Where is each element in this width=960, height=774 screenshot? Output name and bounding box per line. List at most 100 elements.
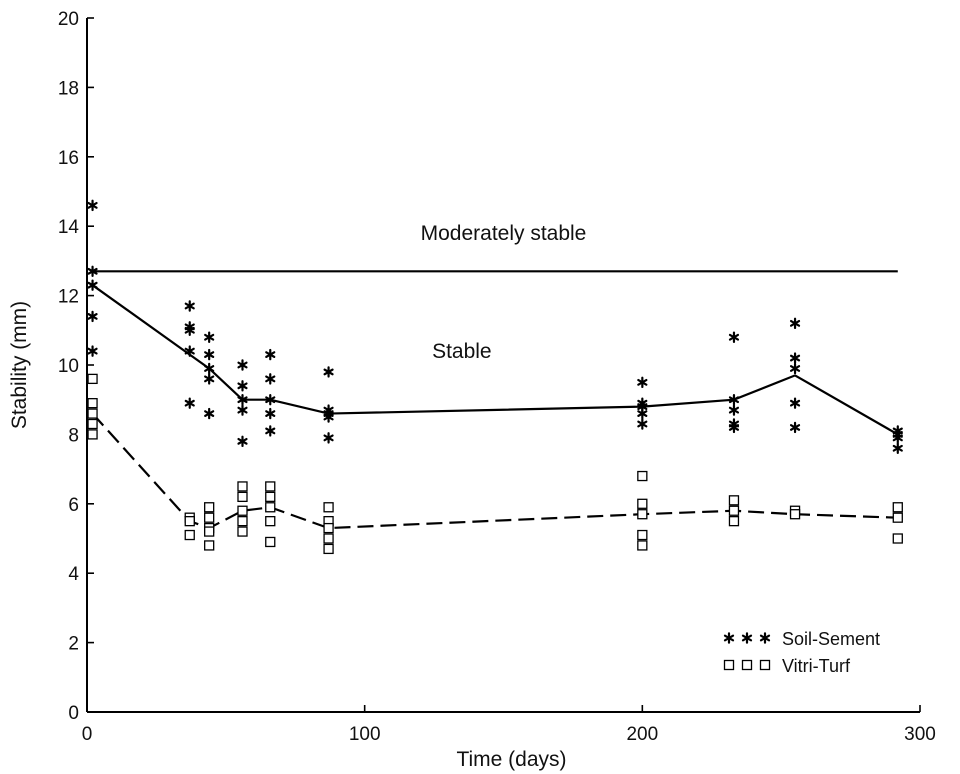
vitri-turf-point [265,481,276,492]
x-ticks: 0 100 200 300 [82,705,936,745]
soil-sement-point [87,265,98,278]
soil-sement-point [323,432,334,444]
vitri-turf-point [892,502,903,513]
soil-sement-point [265,407,276,420]
soil-sement-point [237,380,248,392]
legend-square-marker [759,659,771,671]
soil-sement-point [87,345,98,357]
vitri-turf-point [87,398,98,409]
soil-sement-point [728,421,740,434]
vitri-turf-point [237,526,248,537]
x-tick-label: 100 [349,724,381,745]
soil-sement-point [184,324,195,336]
soil-sement-point [204,407,215,420]
soil-sement-point [637,418,648,430]
soil-sement-point [265,373,276,385]
moderately-stable-annotation: Moderately stable [421,222,587,245]
vitri-turf-point [87,418,98,430]
soil-sement-point [637,376,648,389]
legend-asterisk-marker [723,632,735,644]
y-tick-label: 4 [68,564,79,585]
y-ticks: 0 2 4 6 8 10 12 14 16 18 20 [58,9,94,724]
x-tick-label: 200 [626,724,658,745]
soil-sement-point [728,394,740,406]
vitri-turf-point [637,498,648,509]
soil-sement-point [87,279,98,291]
vitri-turf-point [728,505,740,516]
soil-sement-point [637,407,648,420]
y-tick-label: 10 [58,356,79,377]
soil-sement-mean-line [91,284,899,436]
soil-sement-point [789,362,801,375]
vitri-turf-point [237,481,248,492]
soil-sement-point [204,331,215,343]
legend-label: Vitri-Turf [782,656,851,676]
vitri-turf-point [892,512,903,523]
vitri-turf-point [265,491,276,503]
soil-sement-point [265,425,276,437]
soil-sement-point [237,404,248,416]
vitri-turf-point [265,502,276,513]
y-tick-label: 2 [68,634,79,655]
soil-sement-point [789,317,801,330]
soil-sement-point [789,352,801,364]
soil-sement-point [87,199,98,212]
soil-sement-point [323,366,334,378]
soil-sement-point [237,435,248,448]
soil-sement-point [323,411,334,423]
soil-sement-point [265,394,276,406]
soil-sement-point [892,442,903,454]
legend-label: Soil-Sement [782,629,880,649]
vitri-turf-point [87,429,98,440]
vitri-turf-point [728,495,740,506]
vitri-turf-point [637,529,648,541]
vitri-turf-mean-line [91,412,898,530]
soil-sement-point [892,432,903,444]
soil-sement-point [204,362,215,375]
vitri-turf-point [265,516,276,527]
soil-sement-point [789,397,801,409]
soil-sement-point [184,300,195,312]
vitri-turf-point [184,529,195,541]
vitri-turf-point [204,540,215,551]
vitri-turf-point [323,502,334,513]
soil-sement-point [789,421,801,434]
y-tick-label: 6 [68,495,79,516]
legend-asterisk-marker [741,632,753,644]
legend-square-marker [723,659,735,671]
legend: Soil-Sement Vitri-Turf [723,629,880,676]
vitri-turf-point [728,516,740,527]
soil-sement-point [87,310,98,323]
vitri-turf-point [323,533,334,544]
vitri-turf-point [637,540,648,551]
soil-sement-point [237,394,248,406]
soil-sement-point [265,348,276,361]
legend-marker-soil-sement [723,632,771,644]
vitri-turf-point [637,470,648,482]
vitri-turf-point [237,491,248,503]
soil-sement-point [728,404,740,416]
vitri-turf-point [265,536,276,548]
y-tick-label: 8 [68,425,79,446]
y-tick-label: 12 [58,287,79,308]
soil-sement-point [184,345,195,357]
vitri-turf-point [637,509,648,520]
y-tick-label: 14 [58,217,80,238]
vitri-turf-point [323,522,334,534]
y-axis-title: Stability (mm) [8,301,31,429]
y-tick-label: 20 [58,9,79,30]
legend-square-marker [741,659,753,671]
x-tick-label: 300 [904,724,936,745]
series-points [87,199,903,555]
soil-sement-point [204,373,215,385]
vitri-turf-point [323,543,334,555]
soil-sement-point [237,359,248,371]
x-tick-label: 0 [82,724,93,745]
vitri-turf-point [237,505,248,516]
stable-annotation: Stable [432,340,492,363]
soil-sement-point [728,331,740,343]
vitri-turf-point [87,373,98,385]
soil-sement-point [204,348,215,361]
vitri-turf-point [204,502,215,513]
